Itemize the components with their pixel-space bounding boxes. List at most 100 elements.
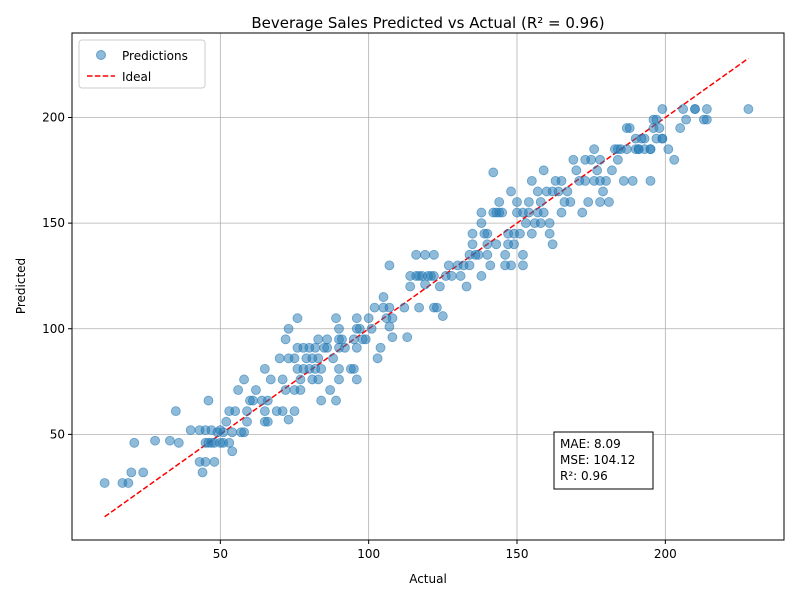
x-tick-label: 200 (654, 547, 677, 561)
data-point (612, 154, 623, 165)
points-layer (99, 104, 754, 488)
data-point (583, 197, 594, 207)
data-point (351, 313, 362, 324)
data-point (515, 228, 525, 239)
data-point (690, 104, 700, 114)
metrics-mae: MAE: 8.09 (560, 437, 621, 451)
data-point (518, 249, 528, 260)
data-point (485, 260, 496, 271)
data-point (580, 175, 591, 186)
data-point (366, 323, 377, 334)
data-point (420, 249, 430, 260)
data-point (289, 406, 300, 417)
data-point (384, 260, 395, 271)
data-point (494, 197, 505, 207)
data-point (521, 218, 531, 229)
data-point (639, 133, 650, 144)
data-point (589, 144, 600, 155)
metrics-annotation: MAE: 8.09 MSE: 104.12 R²: 0.96 (553, 431, 654, 490)
data-point (283, 414, 294, 425)
data-point (621, 144, 632, 155)
data-point (313, 374, 324, 385)
data-point (200, 456, 211, 467)
data-point (209, 456, 220, 467)
data-point (420, 279, 430, 290)
metrics-box (553, 431, 654, 490)
data-point (500, 249, 511, 260)
data-point (627, 175, 638, 186)
data-point (556, 175, 567, 186)
legend-label-predictions: Predictions (122, 49, 188, 63)
data-point (592, 165, 602, 176)
data-point (538, 207, 549, 218)
data-point (322, 334, 333, 345)
y-tick-label: 100 (42, 322, 65, 336)
data-point (262, 416, 273, 427)
data-point (316, 363, 327, 374)
data-point (384, 302, 395, 313)
data-point (473, 249, 484, 260)
data-point (604, 197, 614, 207)
data-point (512, 197, 522, 207)
data-point (464, 260, 475, 271)
data-point (387, 332, 398, 343)
data-point (544, 228, 555, 239)
data-point (331, 313, 341, 324)
data-point (414, 302, 425, 313)
data-point (618, 175, 629, 186)
data-point (292, 313, 303, 324)
data-point (624, 123, 635, 133)
data-point (571, 165, 582, 176)
y-axis-ticks: 50 100 150 200 (42, 111, 72, 441)
data-point (467, 239, 478, 250)
data-point (476, 271, 487, 281)
data-point (239, 427, 249, 438)
data-point (601, 175, 611, 186)
data-point (482, 228, 493, 239)
data-point (283, 323, 294, 334)
data-point (224, 437, 235, 448)
data-point (150, 435, 160, 446)
data-point (538, 165, 549, 176)
data-point (218, 427, 229, 438)
data-point (701, 114, 712, 125)
data-point (387, 313, 398, 324)
data-point (313, 353, 324, 364)
data-point (678, 104, 689, 114)
data-point (126, 467, 137, 478)
x-tick-label: 50 (213, 547, 228, 561)
data-point (351, 374, 362, 385)
data-point (227, 446, 238, 457)
data-point (657, 104, 668, 114)
data-point (277, 406, 288, 417)
data-point (651, 114, 662, 125)
data-point (544, 218, 555, 229)
data-point (523, 197, 534, 207)
y-tick-label: 200 (42, 111, 65, 125)
data-point (173, 437, 184, 448)
data-point (242, 406, 252, 417)
data-point (411, 249, 422, 260)
data-point (363, 313, 374, 324)
data-point (669, 154, 680, 165)
legend-label-ideal: Ideal (122, 70, 151, 84)
legend-box (78, 39, 206, 89)
data-point (251, 385, 261, 395)
metrics-mse: MSE: 104.12 (560, 453, 635, 467)
data-point (743, 104, 754, 114)
data-point (259, 406, 270, 417)
data-point (348, 363, 359, 374)
data-point (675, 123, 686, 133)
data-point (164, 435, 175, 446)
data-point (532, 186, 543, 197)
data-point (289, 353, 300, 364)
data-point (476, 218, 487, 229)
data-point (598, 186, 608, 197)
data-point (405, 281, 416, 292)
data-point (248, 395, 258, 406)
data-point (607, 165, 617, 176)
data-point (295, 385, 306, 395)
data-point (375, 342, 386, 353)
data-point (429, 271, 439, 281)
